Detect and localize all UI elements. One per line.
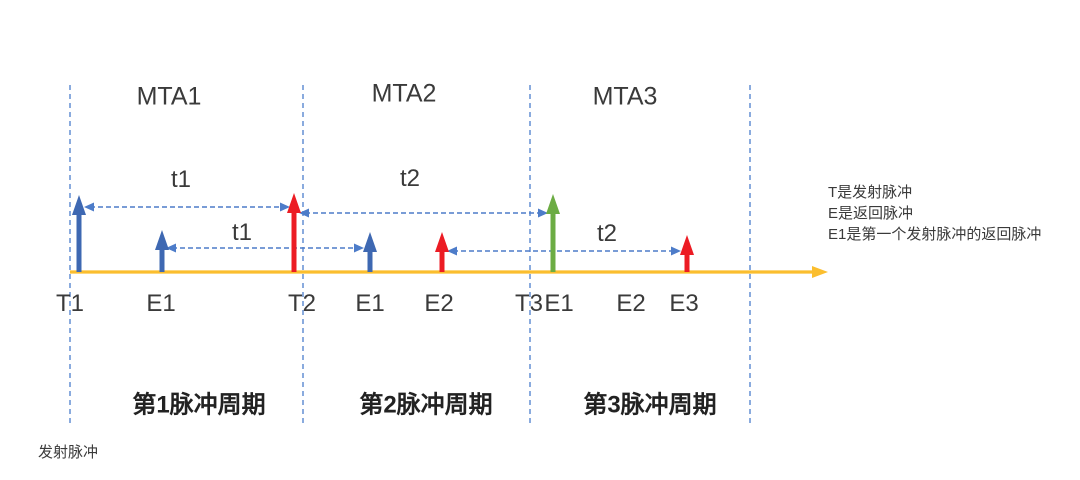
measure-arrowhead-right-icon (671, 246, 681, 256)
period-3-label: 第3脉冲周期 (583, 391, 717, 419)
period-1-label: 第1脉冲周期 (132, 391, 266, 419)
measure-label-t1-1: t1 (231, 219, 253, 246)
measure-arrowhead-left-icon (299, 208, 309, 218)
measure-arrowhead-right-icon (354, 243, 364, 253)
pulse-arrowhead-T1-icon (72, 195, 86, 215)
measure-label-t2-2: t2 (399, 165, 421, 192)
measure-label-t2-3: t2 (596, 220, 618, 247)
legend-line-echo: E是返回脉冲 (828, 205, 914, 222)
mta2-label: MTA2 (371, 79, 437, 108)
axis-label-e1-3: E1 (355, 290, 385, 317)
period-2-label: 第2脉冲周期 (359, 391, 493, 419)
pulse-arrowhead-E3-period3-icon (680, 235, 694, 255)
pulse-arrowhead-E2-period2-icon (435, 232, 449, 252)
mta1-label: MTA1 (136, 82, 202, 111)
pulse-arrowhead-E1-period2-icon (363, 232, 377, 252)
transmit-pulse-caption: 发射脉冲 (38, 444, 99, 461)
pulse-arrowhead-E1-period3-icon (546, 194, 560, 214)
measure-arrowhead-left-icon (447, 246, 457, 256)
pulse-arrowhead-T2-icon (287, 193, 301, 213)
measure-arrowhead-right-icon (538, 208, 548, 218)
measure-arrowhead-left-icon (166, 243, 176, 253)
measure-arrowhead-left-icon (84, 202, 94, 212)
axis-label-e2-4: E2 (424, 290, 454, 317)
legend-note: T是发射脉冲 E是返回脉冲 E1是第一个发射脉冲的返回脉冲 (828, 182, 1041, 245)
axis-label-e1-1: E1 (146, 290, 176, 317)
time-axis-arrowhead-icon (812, 266, 828, 278)
pulse-arrowhead-E1-period1-icon (155, 230, 169, 250)
axis-label-e1-6: E1 (544, 290, 574, 317)
measure-label-t1-0: t1 (170, 166, 192, 193)
axis-label-e2-7: E2 (616, 290, 646, 317)
axis-label-e3-8: E3 (669, 290, 699, 317)
axis-label-t2-2: T2 (287, 290, 317, 317)
legend-line-transmit: T是发射脉冲 (828, 184, 913, 201)
mta3-label: MTA3 (592, 82, 658, 111)
axis-label-t3-5: T3 (514, 290, 544, 317)
legend-line-e1: E1是第一个发射脉冲的返回脉冲 (828, 226, 1042, 243)
axis-label-t1-0: T1 (55, 290, 85, 317)
measure-arrowhead-right-icon (280, 202, 290, 212)
